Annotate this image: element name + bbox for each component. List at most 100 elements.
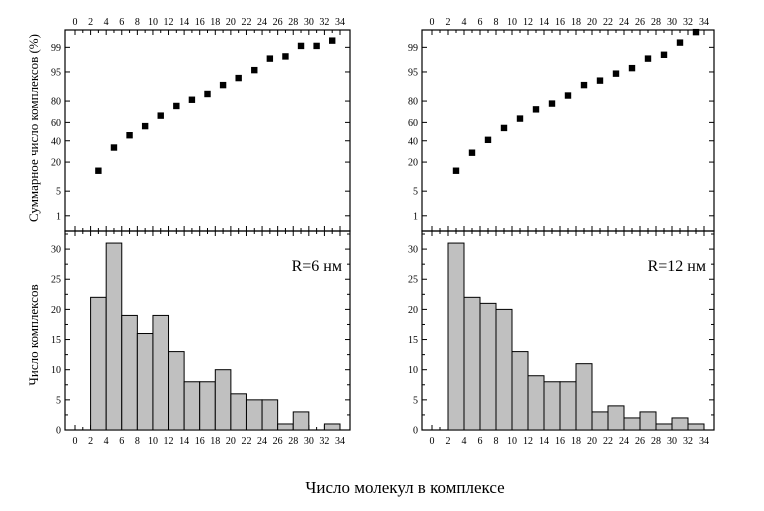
bar: [105, 242, 123, 431]
x-tick-label: 8: [494, 17, 499, 28]
x-tick-label: 2: [88, 436, 93, 447]
x-tick-label: 24: [257, 17, 267, 28]
y-tick-label: 99: [51, 43, 61, 54]
data-point: [484, 136, 492, 144]
x-tick-label: 32: [319, 17, 329, 28]
bar: [543, 381, 561, 431]
panel-annotation: R=12 нм: [648, 258, 706, 275]
x-tick-label: 0: [430, 17, 435, 28]
y-tick-label: 0: [56, 426, 61, 437]
x-tick-label: 8: [135, 17, 140, 28]
y-tick-label: 10: [51, 365, 61, 376]
data-point: [251, 66, 258, 74]
x-tick-label: 22: [241, 17, 251, 28]
x-tick-label: 0: [73, 436, 78, 447]
x-tick-label: 4: [104, 17, 109, 28]
bar: [655, 423, 673, 431]
data-point: [297, 42, 305, 50]
x-tick-label: 6: [119, 17, 124, 28]
x-tick-label: 6: [478, 17, 483, 28]
data-point: [126, 132, 133, 139]
y-tick-label: 95: [408, 67, 418, 78]
x-tick-label: 28: [651, 436, 661, 447]
data-point: [564, 92, 572, 99]
y-tick-label: 1: [413, 211, 418, 222]
plot-frame: [64, 29, 351, 232]
data-point: [644, 55, 652, 62]
y-tick-label: 5: [56, 187, 61, 198]
bar: [527, 375, 545, 431]
bar: [671, 417, 689, 431]
bar: [214, 369, 232, 431]
x-tick-label: 24: [619, 436, 629, 447]
x-tick-label: 30: [304, 17, 314, 28]
data-point: [628, 64, 636, 72]
x-tick-label: 28: [651, 17, 661, 28]
x-tick-label: 32: [683, 436, 693, 447]
y-axis-title-bottom: Число комплексов: [26, 284, 41, 385]
x-tick-label: 0: [73, 17, 78, 28]
bar: [607, 405, 625, 431]
x-tick-label: 22: [603, 17, 613, 28]
x-tick-label: 14: [179, 17, 189, 28]
data-point: [235, 74, 242, 82]
y-tick-label: 30: [51, 245, 61, 256]
bar: [575, 363, 593, 431]
y-tick-label: 30: [408, 245, 418, 256]
x-tick-label: 18: [571, 436, 581, 447]
x-tick-label: 4: [104, 436, 109, 447]
data-point: [452, 167, 460, 174]
y-tick-label: 20: [408, 158, 418, 169]
x-tick-label: 24: [619, 17, 629, 28]
x-tick-label: 16: [555, 17, 565, 28]
y-axis-title-top: Суммарное число комплексов (%): [26, 34, 41, 222]
panel-right-top: 0 2 4 6 8 10 12 14 16 18 20 22 24 26 28 30 32 34152040608…: [408, 17, 715, 232]
x-tick-label: 20: [587, 436, 597, 447]
data-point: [173, 102, 180, 110]
bar: [90, 296, 107, 431]
data-point: [219, 81, 227, 89]
x-axis-title: Число молекул в комплексе: [305, 478, 504, 497]
x-tick-label: 10: [507, 436, 517, 447]
data-point: [282, 53, 289, 60]
bar: [323, 423, 341, 431]
data-point: [313, 42, 320, 50]
y-tick-label: 60: [51, 118, 61, 129]
x-tick-label: 18: [571, 17, 581, 28]
data-point: [204, 90, 211, 98]
data-point: [516, 115, 524, 122]
y-tick-label: 80: [51, 97, 61, 108]
bar: [639, 411, 657, 431]
data-point: [157, 112, 164, 119]
data-point: [596, 77, 604, 84]
x-tick-label: 2: [446, 436, 451, 447]
bar: [511, 351, 529, 431]
data-point: [548, 100, 556, 107]
x-tick-label: 2: [446, 17, 451, 28]
y-tick-label: 20: [51, 305, 61, 316]
x-tick-label: 28: [288, 17, 298, 28]
y-tick-label: 25: [51, 275, 61, 286]
bar: [245, 399, 263, 431]
data-point: [660, 51, 668, 58]
x-tick-label: 24: [257, 436, 267, 447]
data-point: [188, 96, 196, 103]
x-tick-label: 12: [164, 436, 174, 447]
x-tick-label: 28: [288, 436, 298, 447]
data-point: [468, 149, 476, 156]
x-tick-label: 26: [635, 17, 645, 28]
bar: [495, 308, 513, 431]
bar: [168, 351, 185, 431]
data-point: [580, 81, 588, 89]
x-tick-label: 16: [195, 17, 205, 28]
x-tick-label: 18: [210, 436, 220, 447]
y-tick-label: 0: [413, 426, 418, 437]
x-tick-label: 30: [667, 17, 677, 28]
bar: [261, 399, 279, 431]
bar: [687, 423, 705, 431]
x-tick-label: 22: [241, 436, 251, 447]
data-point: [266, 55, 274, 62]
y-tick-label: 1: [56, 211, 61, 222]
y-tick-label: 20: [408, 305, 418, 316]
y-tick-label: 25: [408, 275, 418, 286]
